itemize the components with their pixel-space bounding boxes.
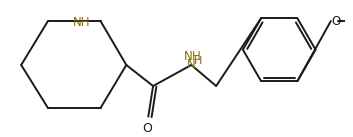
Text: O: O	[142, 122, 152, 135]
Text: NH: NH	[73, 16, 91, 29]
Text: H: H	[192, 50, 201, 63]
Text: N: N	[187, 58, 196, 72]
Text: H: H	[194, 56, 202, 66]
Text: N: N	[184, 50, 192, 63]
Text: O: O	[332, 15, 341, 28]
